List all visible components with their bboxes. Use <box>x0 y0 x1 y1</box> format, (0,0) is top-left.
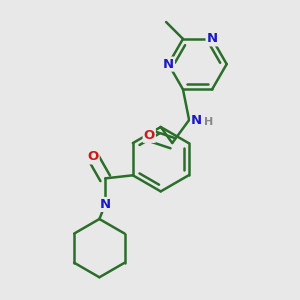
Text: N: N <box>206 32 218 45</box>
Text: N: N <box>191 113 202 127</box>
Text: O: O <box>144 129 155 142</box>
Text: O: O <box>87 150 99 164</box>
Text: H: H <box>204 117 214 127</box>
Text: N: N <box>163 58 174 70</box>
Text: N: N <box>100 198 111 211</box>
